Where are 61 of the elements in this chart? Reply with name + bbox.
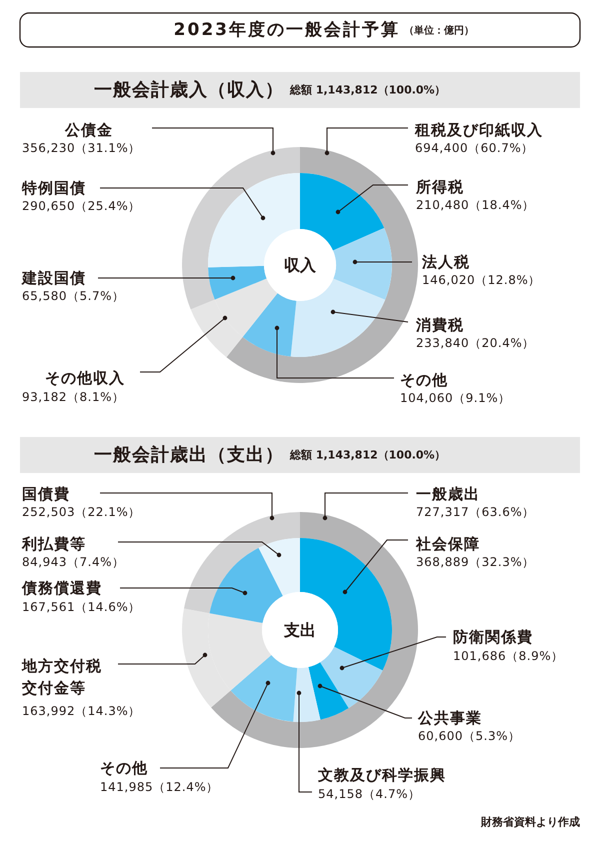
donut-slice [300, 173, 384, 250]
data-label: 210,480（18.4%） [416, 198, 535, 212]
donut-slice [182, 147, 300, 310]
data-label: 93,182（8.1%） [22, 390, 124, 404]
donut-slice [308, 662, 349, 720]
slice-label: 公共事業 [417, 709, 482, 727]
slice-label: その他 [400, 371, 448, 389]
text: 財務省資料より作成 [480, 816, 580, 828]
slice-label: 社会保障 [415, 535, 480, 553]
data-label: 141,985（12.4%） [100, 780, 219, 794]
slice-label: 一般歳出 [416, 485, 480, 503]
data-label: 60,600（5.3%） [418, 729, 520, 743]
slice-label: その他収入 [45, 369, 125, 387]
donut-slice [293, 667, 320, 722]
data-label: 101,686（8.9%） [453, 649, 564, 663]
data-label: 65,580（5.7%） [22, 289, 124, 303]
slice-label: 国債費 [22, 485, 70, 503]
data-label: 356,230（31.1%） [22, 141, 141, 155]
data-label: 167,561（14.6%） [22, 600, 141, 614]
slice-label: 公債金 [64, 121, 113, 139]
chart-subtitle: 総額 1,143,812（100.0%） [289, 84, 446, 96]
data-label: 84,943（7.4%） [22, 555, 124, 569]
slice-label: 利払費等 [21, 535, 86, 553]
slice-label: 債務償還費 [21, 579, 102, 597]
slice-label: 地方交付税交付金等 [21, 657, 102, 697]
text: （単位：億円） [404, 24, 474, 36]
data-label: 290,650（25.4%） [22, 199, 141, 213]
slice-label: 法人税 [421, 253, 470, 271]
donut-slice [230, 654, 298, 722]
text: 収入 [284, 256, 317, 274]
chart-subtitle: 総額 1,143,812（100.0%） [289, 448, 446, 462]
donut-slice [300, 538, 392, 670]
data-label: 104,060（9.1%） [400, 391, 511, 405]
donut-slice [290, 278, 386, 357]
data-label: 694,400（60.7%） [415, 141, 534, 155]
donut-slice [332, 228, 392, 300]
donut-slice [258, 538, 300, 596]
slice-label: 文教及び科学振興 [317, 766, 446, 784]
data-label: 233,840（20.4%） [416, 336, 535, 350]
donut-slice [242, 293, 296, 357]
slice-label: その他 [100, 759, 148, 777]
slice-label: 消費税 [415, 316, 464, 334]
donut-slice [184, 512, 300, 614]
slice-label: 特例国債 [21, 179, 86, 197]
donut-slice [210, 548, 283, 624]
data-label: 163,992（14.3%） [22, 704, 141, 718]
text: 2023年度の一般会計予算 [174, 20, 400, 40]
slice-label: 防衛関係費 [453, 628, 533, 646]
donut-slice [320, 646, 383, 708]
data-label: 368,889（32.3%） [416, 555, 535, 569]
donut-slice [208, 266, 267, 300]
slice-label: 所得税 [415, 178, 464, 196]
data-label: 727,317（63.6%） [416, 505, 535, 519]
chart-title: 一般会計歳出（支出） [94, 444, 284, 466]
data-label: 146,020（12.8%） [422, 273, 541, 287]
slice-label: 建設国債 [21, 269, 86, 287]
data-label: 252,503（22.1%） [22, 505, 141, 519]
chart-title: 一般会計歳入（収入） [94, 80, 284, 100]
slice-label: 租税及び印紙収入 [414, 121, 543, 139]
text: 支出 [283, 620, 316, 640]
data-label: 54,158（4.7%） [318, 787, 420, 801]
